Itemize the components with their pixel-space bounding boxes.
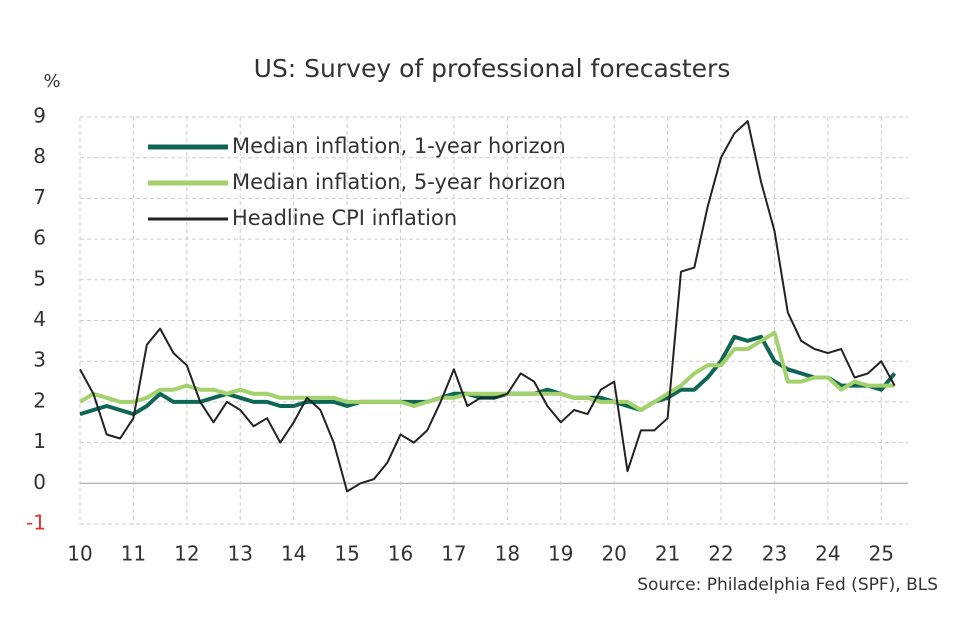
y-tick-label: 1 bbox=[33, 429, 46, 453]
y-tick-label: 9 bbox=[33, 104, 46, 128]
x-tick-label: 18 bbox=[495, 542, 520, 566]
y-tick-label: 3 bbox=[33, 348, 46, 372]
x-tick-label: 19 bbox=[548, 542, 573, 566]
legend-label: Median inflation, 1-year horizon bbox=[232, 134, 566, 158]
x-tick-label: 10 bbox=[67, 542, 92, 566]
legend-label: Headline CPI inflation bbox=[232, 206, 457, 230]
legend-label: Median inflation, 5-year horizon bbox=[232, 170, 566, 194]
x-tick-label: 11 bbox=[121, 542, 146, 566]
x-tick-label: 13 bbox=[228, 542, 253, 566]
y-tick-label: 0 bbox=[33, 470, 46, 494]
x-tick-label: 12 bbox=[174, 542, 199, 566]
x-tick-label: 15 bbox=[334, 542, 359, 566]
x-tick-label: 22 bbox=[708, 542, 733, 566]
y-tick-label: 6 bbox=[33, 226, 46, 250]
x-tick-label: 23 bbox=[762, 542, 787, 566]
y-tick-label: 5 bbox=[33, 266, 46, 290]
x-tick-label: 21 bbox=[655, 542, 680, 566]
x-tick-label: 17 bbox=[441, 542, 466, 566]
y-tick-label: 4 bbox=[33, 307, 46, 331]
x-tick-label: 14 bbox=[281, 542, 306, 566]
y-tick-label: 2 bbox=[33, 388, 46, 412]
line bbox=[79, 334, 897, 417]
x-tick-label: 25 bbox=[869, 542, 894, 566]
y-tick-label: -1 bbox=[26, 511, 46, 535]
x-tick-label: 20 bbox=[601, 542, 626, 566]
chart-title: US: Survey of professional forecasters bbox=[254, 54, 731, 83]
x-tick-label: 16 bbox=[388, 542, 413, 566]
source: Source: Philadelphia Fed (SPF), BLS bbox=[637, 575, 938, 595]
x-tick-label: 24 bbox=[815, 542, 840, 566]
y-axis-label: % bbox=[43, 71, 60, 92]
y-tick-label: 8 bbox=[33, 144, 46, 168]
line bbox=[79, 120, 896, 493]
y-tick-label: 7 bbox=[33, 185, 46, 209]
line bbox=[78, 330, 895, 412]
